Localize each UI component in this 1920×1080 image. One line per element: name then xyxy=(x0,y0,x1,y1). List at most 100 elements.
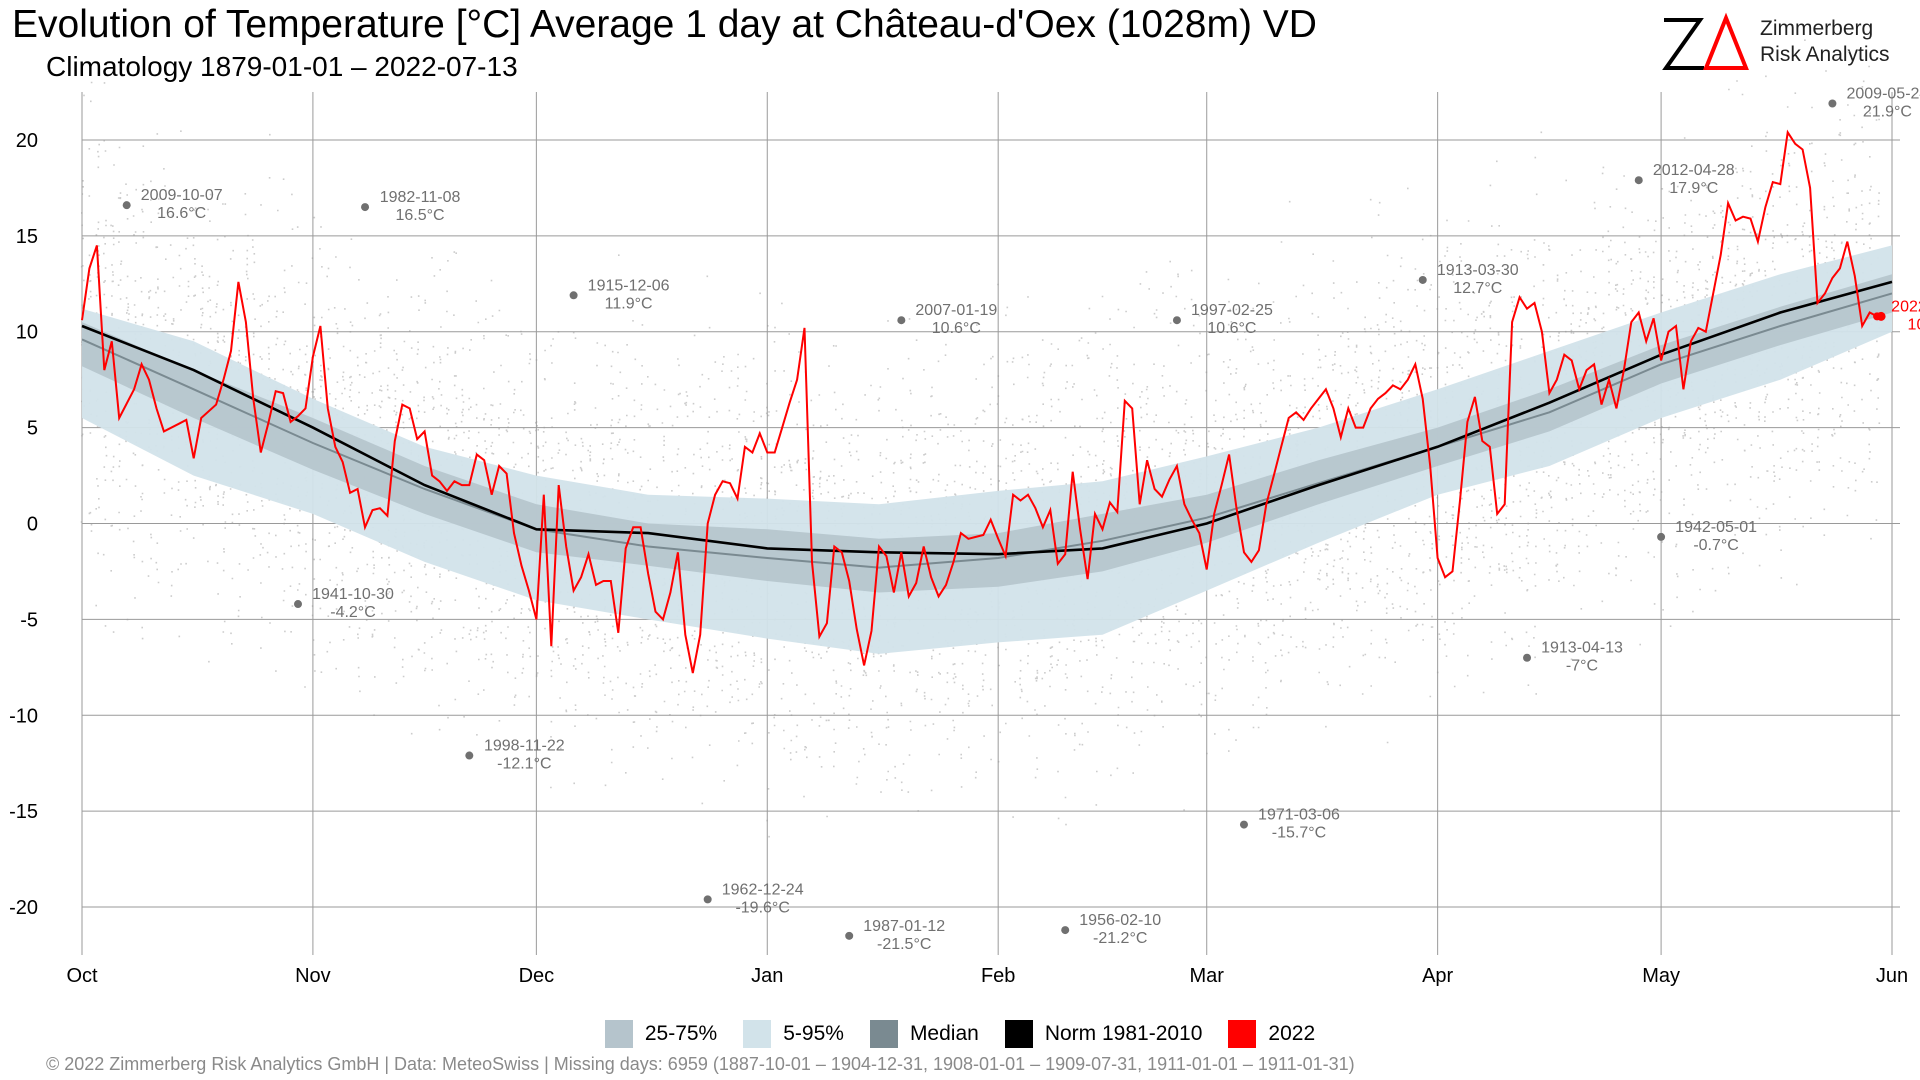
chart-subtitle: Climatology 1879-01-01 – 2022-07-13 xyxy=(46,51,518,82)
record-point xyxy=(465,751,474,760)
y-tick-label: -10 xyxy=(9,705,38,727)
record-date: 1987-01-12 xyxy=(863,918,945,935)
record-point xyxy=(1418,275,1427,284)
record-date: 2012-04-28 xyxy=(1653,162,1735,179)
chart-title: Evolution of Temperature [°C] Average 1 … xyxy=(12,3,1317,46)
axis-labels: -20 -15 -10 -5 0 5 10 15 20 Oct Nov Dec Jan Feb Mar Apr… xyxy=(9,130,1908,987)
record-value: -0.7°C xyxy=(1693,537,1739,554)
legend-item-25-75: 25-75% xyxy=(604,1020,718,1048)
record-date: 2007-01-19 xyxy=(915,302,997,319)
legend-item-5-95: 5-95% xyxy=(743,1020,844,1048)
record-value: 10.8°C xyxy=(1908,316,1920,333)
median-line xyxy=(81,292,1893,569)
record-point xyxy=(1239,820,1248,829)
legend-label: 25-75% xyxy=(644,1022,718,1045)
logo-line1: Zimmerberg xyxy=(1760,17,1874,40)
za-logo-icon xyxy=(1662,12,1749,70)
record-point xyxy=(1828,99,1837,108)
band-5-95 xyxy=(82,245,1892,654)
record-date: 1913-04-13 xyxy=(1541,640,1623,657)
record-point xyxy=(569,291,578,300)
record-value: 10.6°C xyxy=(932,320,981,337)
legend-item-median: Median xyxy=(869,1020,979,1048)
y-tick-label: -20 xyxy=(9,897,38,919)
legend-swatch xyxy=(743,1020,772,1048)
record-date: 1982-11-08 xyxy=(380,189,461,206)
record-point xyxy=(1172,316,1181,325)
x-tick-label: Mar xyxy=(1190,965,1225,987)
record-point xyxy=(845,931,854,940)
logo-text: Zimmerberg Risk Analytics xyxy=(1760,16,1890,69)
record-date: 1971-03-06 xyxy=(1258,807,1340,824)
record-value: 10.6°C xyxy=(1207,320,1256,337)
norm-line xyxy=(81,280,1893,556)
record-point xyxy=(703,895,712,904)
record-value: -21.5°C xyxy=(877,936,931,953)
record-date: 1915-12-06 xyxy=(588,277,670,294)
percentile-bands xyxy=(82,245,1892,654)
record-date: 1956-02-10 xyxy=(1079,912,1161,929)
legend-item-norm: Norm 1981-2010 xyxy=(1004,1020,1203,1048)
x-tick-label: Oct xyxy=(66,965,98,987)
x-tick-label: Feb xyxy=(981,965,1015,987)
record-date: 1913-03-30 xyxy=(1437,262,1519,279)
record-point xyxy=(1061,926,1070,935)
y-tick-label: 10 xyxy=(16,322,38,344)
record-value: 21.9°C xyxy=(1863,104,1912,121)
series-lines xyxy=(81,129,1893,674)
footer-credits: © 2022 Zimmerberg Risk Analytics GmbH | … xyxy=(46,1054,1355,1074)
legend-label: 2022 xyxy=(1268,1022,1316,1045)
x-tick-label: Nov xyxy=(295,965,331,987)
legend-swatch xyxy=(869,1020,898,1048)
y-tick-label: 15 xyxy=(16,226,38,248)
logo-line2: Risk Analytics xyxy=(1760,43,1890,67)
y-tick-label: 20 xyxy=(16,130,38,152)
record-date: 1941-10-30 xyxy=(312,586,394,603)
record-point xyxy=(1523,653,1532,662)
record-point xyxy=(294,600,303,609)
legend-label: Norm 1981-2010 xyxy=(1044,1022,1203,1045)
company-logo: Zimmerberg Risk Analytics xyxy=(1660,8,1910,78)
y-tick-label: 5 xyxy=(27,418,38,440)
year-2022-line xyxy=(81,129,1878,674)
y-tick-label: 0 xyxy=(27,514,38,536)
record-value: 11.9°C xyxy=(605,295,653,312)
record-value: -4.2°C xyxy=(330,604,376,621)
x-tick-label: Dec xyxy=(519,965,555,987)
current-value-point xyxy=(1876,311,1886,321)
legend-label: Median xyxy=(909,1022,979,1045)
x-tick-label: Apr xyxy=(1422,965,1453,987)
record-value: -15.7°C xyxy=(1272,825,1326,842)
record-point xyxy=(1634,176,1643,185)
record-date: 1997-02-25 xyxy=(1191,302,1273,319)
x-tick-label: May xyxy=(1642,965,1680,987)
record-value: -12.1°C xyxy=(497,756,551,773)
legend-swatch xyxy=(604,1020,633,1048)
chart-legend: 25-75% 5-95% Median Norm 1981-2010 2022 xyxy=(0,1020,1920,1048)
legend-swatch xyxy=(1004,1020,1033,1048)
y-tick-label: -15 xyxy=(9,801,38,823)
record-value: 17.9°C xyxy=(1669,180,1718,197)
record-value: 16.5°C xyxy=(395,207,444,224)
record-value: -21.2°C xyxy=(1093,930,1147,947)
record-point xyxy=(897,316,906,325)
record-value: -7°C xyxy=(1566,658,1598,675)
y-tick-label: -5 xyxy=(20,609,38,631)
record-value: 16.6°C xyxy=(157,205,206,222)
record-date: 1998-11-22 xyxy=(484,738,565,755)
legend-swatch xyxy=(1228,1020,1257,1048)
record-date: 2009-10-07 xyxy=(141,187,223,204)
record-point xyxy=(361,203,370,212)
record-value: -19.6°C xyxy=(735,899,789,916)
record-date: 1962-12-24 xyxy=(722,881,804,898)
x-tick-label: Jan xyxy=(751,965,783,987)
record-date: 2009-05-24 xyxy=(1846,86,1920,103)
legend-item-2022: 2022 xyxy=(1228,1020,1315,1048)
legend-label: 5-95% xyxy=(783,1022,844,1045)
band-25-75 xyxy=(82,274,1892,593)
record-point xyxy=(122,201,131,210)
record-date: 2022-05-31 xyxy=(1891,298,1920,315)
record-date: 1942-05-01 xyxy=(1675,519,1757,536)
